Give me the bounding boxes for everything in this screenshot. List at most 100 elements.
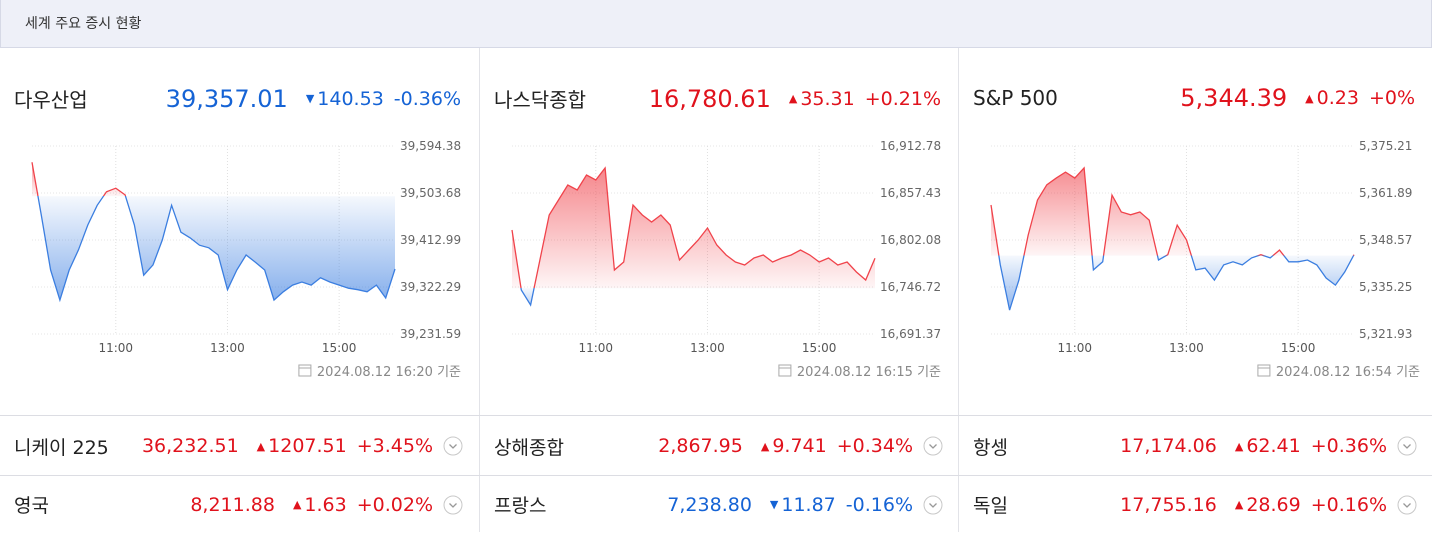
chart: 5,375.21 5,361.89 5,348.57 5,335.25 5,321.93…	[990, 139, 1420, 380]
price: 8,211.88	[190, 493, 275, 516]
index-name: 상해종합	[494, 436, 564, 459]
chart: 39,594.38 39,503.68 39,412.99 39,322.29 39,2…	[31, 139, 461, 380]
expand-chevron	[1403, 502, 1411, 508]
direction-arrow: ▼	[305, 92, 315, 105]
y-tick-label: 16,912.78	[880, 139, 941, 153]
direction-arrow: ▼	[769, 498, 779, 511]
header-title: 세계 주요 증시 현황	[25, 16, 142, 32]
price: 39,357.01	[165, 84, 288, 113]
change: 35.31	[800, 87, 855, 110]
x-tick-label: 13:00	[1169, 341, 1204, 355]
index-cell: 니케이 225 36,232.51 ▲ 1207.51 +3.45%	[0, 416, 479, 476]
change: 11.87	[781, 493, 836, 516]
change: 0.23	[1316, 87, 1359, 109]
index-summary: 다우산업 39,357.01 ▼ 140.53 -0.36%	[14, 84, 461, 113]
index-row: 영국 8,211.88 ▲ 1.63 +0.02% 프랑스 7,238.80 ▼ 11.87 -0…	[0, 475, 1432, 533]
expand-button[interactable]	[443, 495, 463, 515]
expand-circle	[923, 495, 943, 514]
updated-time: 2024.08.12 16:20 기준	[317, 365, 461, 380]
expand-circle	[923, 436, 943, 456]
y-tick-label: 16,746.72	[880, 280, 941, 294]
index-name: 영국	[14, 495, 49, 517]
index-cell: 독일 17,755.16 ▲ 28.69 +0.16%	[959, 476, 1432, 533]
expand-chevron	[929, 502, 937, 508]
direction-arrow: ▲	[292, 498, 302, 511]
change: 28.69	[1246, 493, 1301, 516]
separator	[958, 48, 959, 532]
expand-circle	[1397, 436, 1417, 456]
direction-arrow: ▲	[256, 439, 266, 453]
price: 17,174.06	[1120, 435, 1217, 457]
index-panel: 16,912.78 16,857.43 16,802.08 16,746.72 16,6…	[480, 48, 959, 415]
expand-circle	[443, 495, 463, 514]
change-percent: +0.16%	[1310, 493, 1387, 516]
x-tick-label: 11:00	[98, 341, 133, 355]
y-tick-label: 5,335.25	[1359, 280, 1412, 294]
index-panel: 39,594.38 39,503.68 39,412.99 39,322.29 39,2…	[0, 48, 479, 415]
index-summary: S&P 500 5,344.39 ▲ 0.23 +0%	[973, 84, 1415, 112]
expand-chevron	[929, 444, 937, 449]
change: 140.53	[317, 87, 384, 110]
separator	[479, 48, 480, 532]
change-percent: -0.36%	[393, 87, 461, 110]
y-tick-label: 5,321.93	[1359, 327, 1412, 341]
expand-circle	[443, 436, 463, 456]
index-name: 항셍	[973, 436, 1008, 459]
y-tick-label: 5,375.21	[1359, 139, 1412, 153]
quote: 5,344.39 ▲ 0.23 +0%	[1180, 84, 1415, 112]
updated-time: 2024.08.12 16:15 기준	[797, 365, 941, 380]
direction-arrow: ▲	[1234, 439, 1244, 453]
expand-button[interactable]	[1397, 495, 1417, 515]
index-name: 니케이 225	[14, 436, 109, 459]
index-row: 니케이 225 36,232.51 ▲ 1207.51 +3.45% 상해종합 2,867.…	[0, 415, 1432, 476]
direction-arrow: ▲	[1305, 91, 1314, 105]
change-percent: +0.02%	[356, 493, 433, 516]
expand-button[interactable]	[443, 436, 463, 456]
header: 세계 주요 증시 현황	[0, 0, 1432, 48]
x-tick-label: 13:00	[690, 341, 725, 355]
price: 36,232.51	[141, 435, 239, 457]
index-name: S&P 500	[973, 86, 1058, 110]
index-cell: 프랑스 7,238.80 ▼ 11.87 -0.16%	[480, 476, 959, 533]
expand-chevron	[1403, 444, 1411, 449]
x-tick-label: 11:00	[1057, 341, 1092, 355]
y-tick-label: 39,412.99	[400, 233, 461, 247]
change: 9.741	[772, 435, 827, 457]
x-tick-label: 15:00	[1281, 341, 1316, 355]
x-tick-label: 11:00	[578, 341, 613, 355]
expand-button[interactable]	[923, 436, 943, 456]
change-percent: +0.34%	[836, 435, 913, 457]
price-line	[990, 166, 1355, 311]
price: 17,755.16	[1120, 493, 1217, 516]
change: 62.41	[1246, 435, 1301, 457]
x-tick-label: 15:00	[802, 341, 837, 355]
expand-circle	[1397, 495, 1417, 514]
y-tick-label: 39,322.29	[400, 280, 461, 294]
quote: 16,780.61 ▲ 35.31 +0.21%	[649, 85, 941, 113]
change-percent: -0.16%	[845, 493, 913, 516]
direction-arrow: ▲	[788, 92, 798, 105]
expand-button[interactable]	[923, 495, 943, 515]
index-summary: 나스닥종합 16,780.61 ▲ 35.31 +0.21%	[494, 84, 941, 113]
quote: 8,211.88 ▲ 1.63 +0.02%	[190, 494, 433, 516]
expand-chevron	[449, 502, 457, 508]
change-percent: +0.21%	[864, 87, 941, 110]
change-percent: +0%	[1368, 87, 1415, 109]
calendar-icon	[778, 364, 792, 377]
quote: 39,357.01 ▼ 140.53 -0.36%	[166, 85, 461, 113]
y-tick-label: 16,691.37	[880, 327, 941, 341]
calendar-icon	[1257, 364, 1271, 377]
index-cell: 항셍 17,174.06 ▲ 62.41 +0.36%	[959, 416, 1432, 476]
change: 1207.51	[268, 435, 347, 457]
quote: 2,867.95 ▲ 9.741 +0.34%	[658, 435, 913, 457]
x-tick-label: 13:00	[210, 341, 245, 355]
expand-button[interactable]	[1397, 436, 1417, 456]
calendar-icon	[298, 364, 312, 377]
y-tick-label: 16,857.43	[880, 186, 941, 200]
quote: 17,755.16 ▲ 28.69 +0.16%	[1120, 494, 1387, 516]
index-name: 프랑스	[494, 495, 547, 517]
price: 16,780.61	[648, 84, 771, 113]
chart: 16,912.78 16,857.43 16,802.08 16,746.72 16,6…	[511, 139, 941, 380]
index-cell: 영국 8,211.88 ▲ 1.63 +0.02%	[0, 476, 479, 533]
